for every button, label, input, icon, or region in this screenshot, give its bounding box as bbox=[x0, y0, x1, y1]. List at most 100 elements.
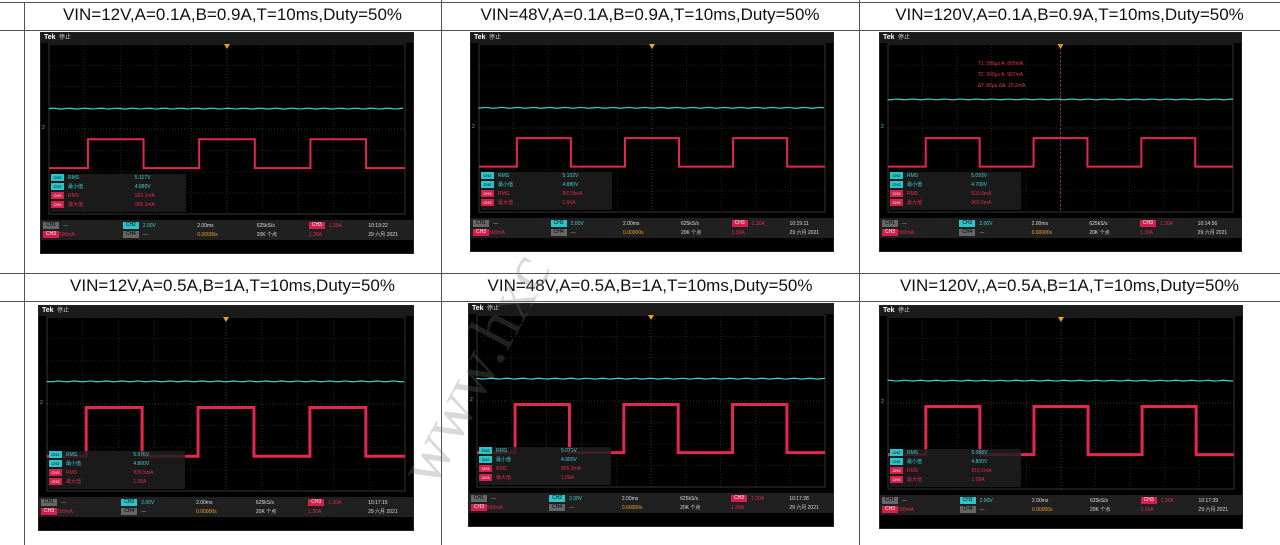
measurement-panel: CH2 RMS 5.093V CH2 最小值 4.700V CH3 RMS 502.0mA CH3… bbox=[890, 172, 1022, 210]
channel-badge: CH3 bbox=[890, 199, 903, 207]
panel-caption: VIN=12V,A=0.1A,B=0.9A,T=10ms,Duty=50% bbox=[62, 5, 403, 24]
measurement-row: CH3 最大值 1.08A bbox=[890, 476, 1021, 485]
panel-caption: VIN=48V,A=0.1A,B=0.9A,T=10ms,Duty=50% bbox=[480, 5, 820, 24]
oscilloscope-screenshot: 2 Tek 停止 T1: 280µs A: 800mA T2: 300µs A: 907… bbox=[879, 32, 1242, 252]
svg-text:2: 2 bbox=[472, 124, 475, 130]
measurement-value: 809.5mA bbox=[133, 470, 154, 476]
scope-readout-ch4: CH4 bbox=[549, 504, 566, 511]
ch2-voltage-trace bbox=[887, 379, 1234, 382]
channel-badge: CH3 bbox=[51, 192, 64, 200]
oscilloscope-screenshot: 2 Tek 停止 CH2 RMS 5.102V CH2 最小值 4.880V CH3 RMS 907.… bbox=[470, 32, 834, 252]
table-border-top bbox=[0, 2, 1280, 3]
scope-readout-timebase: 2.00ms bbox=[623, 221, 640, 227]
scope-readout-trig-level: 1.30A bbox=[751, 221, 765, 227]
measurement-row: CH2 最小值 4.800V bbox=[890, 458, 1021, 467]
scope-readout-trig-level: 1.30A bbox=[751, 496, 765, 502]
scope-readout-ch3: CH3 bbox=[882, 229, 899, 236]
table-row-divider bbox=[0, 30, 1280, 31]
scope-readout-ch4: CH4 bbox=[550, 229, 567, 236]
measurement-row: CH2 最小值 4.880V bbox=[51, 183, 186, 192]
scope-readout-ch4: CH4 bbox=[121, 508, 138, 515]
scope-readout-timebase: 2.00ms bbox=[1031, 221, 1049, 227]
scope-readout-ch2-scale: 2.00V bbox=[979, 221, 993, 227]
channel-badge: CH2 bbox=[51, 183, 64, 191]
scope-readout-record: 20K 个点 bbox=[256, 232, 278, 238]
scope-readout-timebase: 2.00ms bbox=[197, 223, 214, 229]
scope-readout-dash: — bbox=[142, 232, 148, 238]
measurement-value: 4.800V bbox=[971, 459, 988, 465]
scope-readout-trig-level: 1.30A bbox=[1160, 498, 1174, 504]
ch2-voltage-trace bbox=[887, 98, 1234, 101]
oscilloscope-screenshot: 2 Tek 停止 CH2 RMS 5.071V CH2 最小值 4.900V CH3 RMS 805.… bbox=[468, 303, 834, 527]
scope-readout-ch3: CH3 bbox=[1139, 220, 1156, 227]
measurement-row: CH3 RMS 809.5mA bbox=[49, 469, 185, 478]
scope-readout-ch3-scale: 500mA bbox=[57, 509, 73, 515]
scope-date: 29 六月 2021 bbox=[368, 232, 398, 238]
measurement-row: CH3 最大值 1.08A bbox=[49, 478, 185, 487]
svg-text:2: 2 bbox=[40, 400, 43, 406]
channel-badge: CH3 bbox=[890, 476, 903, 484]
measurement-value: 4.880V bbox=[562, 182, 579, 188]
acquisition-state: 停止 bbox=[57, 308, 70, 314]
brand-label: Tek bbox=[44, 34, 56, 41]
scope-readout-dash: — bbox=[141, 509, 147, 515]
measurement-value: 5.117V bbox=[134, 175, 151, 181]
measurement-name: RMS bbox=[496, 448, 508, 454]
scope-readout-ch4: CH4 bbox=[959, 229, 976, 236]
ch3-current-trace bbox=[479, 137, 825, 168]
measurement-panel: CH2 RMS 5.071V CH2 最小值 4.900V CH3 RMS 805.2mA CH3… bbox=[479, 447, 612, 485]
measurement-value: 1.08A bbox=[971, 477, 985, 483]
ch3-current-trace bbox=[477, 402, 825, 455]
scope-readout-ch3: CH3 bbox=[473, 229, 490, 236]
channel-badge: CH2 bbox=[890, 172, 903, 180]
scope-readout-ch3: CH3 bbox=[43, 231, 60, 238]
measurement-value: 4.800V bbox=[133, 461, 150, 467]
measurement-value: 903.1mA bbox=[134, 193, 155, 199]
scope-time: 10:19:11 bbox=[789, 221, 809, 227]
scope-readout-ch2: CH2 bbox=[549, 495, 566, 502]
scope-readout-dash: — bbox=[902, 498, 907, 504]
measurement-value: 955.1mA bbox=[134, 202, 155, 208]
table-cell: VIN=12V,A=0.1A,B=0.9A,T=10ms,Duty=50% bbox=[24, 2, 441, 273]
scope-readout-sample-rate: 625kS/s bbox=[255, 500, 274, 506]
scope-date: 29 六月 2021 bbox=[789, 230, 820, 236]
measurement-value: 1.00A bbox=[562, 200, 576, 206]
ch3-current-trace bbox=[888, 137, 1233, 168]
table-cell: VIN=48V,A=0.1A,B=0.9A,T=10ms,Duty=50% bbox=[441, 2, 859, 273]
ch2-voltage-trace bbox=[46, 380, 405, 383]
scope-readout-trig-level: 1.30A bbox=[328, 500, 342, 506]
measurement-row: CH3 RMS 810.1mA bbox=[890, 467, 1021, 476]
table-border-left bbox=[24, 2, 25, 545]
measurement-name: 最大值 bbox=[496, 475, 512, 481]
measurement-name: RMS bbox=[498, 191, 510, 197]
scope-date: 29 六月 2021 bbox=[1197, 230, 1228, 236]
measurement-name: 最大值 bbox=[66, 479, 82, 485]
measurement-row: CH2 最小值 4.700V bbox=[890, 181, 1021, 190]
measurement-value: 4.700V bbox=[971, 182, 988, 188]
measurement-panel: CH2 RMS 5.076V CH2 最小值 4.800V CH3 RMS 809.5mA CH3… bbox=[49, 451, 186, 489]
trigger-position-marker bbox=[1058, 317, 1064, 322]
scope-readout-ch2: CH2 bbox=[550, 220, 567, 227]
scope-bottom-bar: CH1— CH3 500mA CH2 2.00V CH4—2.00ms 0.00000s 62… bbox=[41, 220, 413, 240]
scope-time: 10:17:39 bbox=[1198, 498, 1219, 504]
scope-status-bar: Tek 停止 bbox=[469, 304, 833, 314]
channel-badge: CH3 bbox=[481, 190, 494, 198]
channel-badge: CH2 bbox=[890, 458, 903, 466]
scope-time: 10:19:22 bbox=[368, 223, 388, 229]
brand-label: Tek bbox=[42, 307, 54, 314]
trigger-position-marker bbox=[223, 317, 229, 322]
measurement-name: RMS bbox=[68, 193, 80, 199]
measurement-row: CH3 RMS 805.2mA bbox=[479, 465, 611, 474]
measurement-name: RMS bbox=[907, 468, 919, 474]
channel-badge: CH3 bbox=[51, 201, 64, 209]
scope-readout-ch1: CH1 bbox=[471, 495, 488, 502]
measurement-row: CH3 最大值 1.08A bbox=[479, 474, 611, 483]
measurement-name: RMS bbox=[66, 470, 78, 476]
scope-status-bar: Tek 停止 bbox=[880, 306, 1242, 316]
scope-date: 29 六月 2021 bbox=[789, 505, 819, 511]
measurement-row: CH3 RMS 502.0mA bbox=[890, 190, 1021, 199]
measurement-value: 907.8mA bbox=[562, 191, 583, 197]
scope-readout-record: 20K 个点 bbox=[1089, 230, 1110, 236]
scope-readout-ch1: CH1 bbox=[473, 220, 490, 227]
measurement-value: 5.093V bbox=[971, 173, 988, 179]
